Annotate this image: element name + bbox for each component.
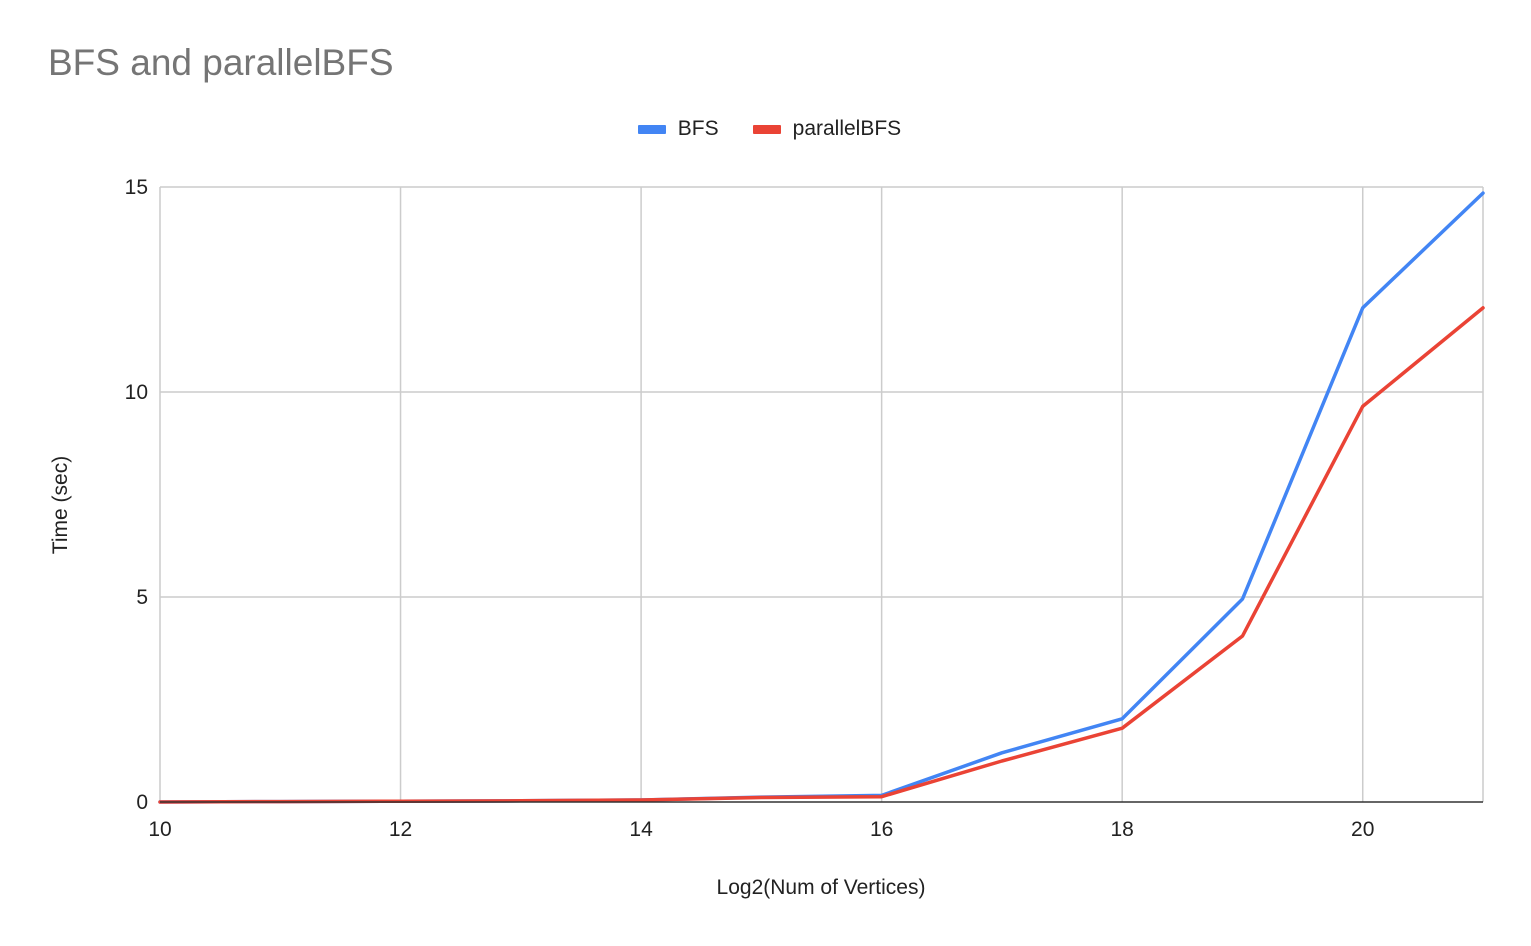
series-line-parallelbfs[interactable]: [158, 306, 1485, 804]
legend-label-parallelbfs: parallelBFS: [792, 117, 902, 140]
y-tick-label-5: 5: [136, 586, 148, 609]
legend: BFS parallelBFS: [0, 117, 1531, 141]
legend-swatch-bfs: [637, 124, 666, 134]
x-tick-label-20: 20: [1351, 818, 1374, 841]
axes: 0 5 10 15 10 12 14 16 18 20: [125, 176, 1483, 841]
chart-title: BFS and parallelBFS: [48, 42, 394, 83]
legend-item-parallelbfs[interactable]: parallelBFS: [752, 117, 902, 141]
grid: [159, 186, 1484, 802]
x-tick-label-16: 16: [870, 818, 893, 841]
series-line-bfs[interactable]: [158, 191, 1485, 804]
legend-item-bfs[interactable]: BFS: [637, 117, 719, 141]
x-tick-label-10: 10: [148, 818, 171, 841]
y-tick-label-0: 0: [136, 791, 148, 814]
y-tick-label-15: 15: [125, 176, 148, 199]
y-tick-label-10: 10: [125, 381, 148, 404]
series-layer: [158, 191, 1485, 804]
x-tick-label-12: 12: [389, 818, 412, 841]
x-tick-label-14: 14: [629, 818, 653, 841]
legend-label-bfs: BFS: [677, 117, 719, 140]
y-axis-label: Time (sec): [49, 456, 72, 554]
legend-swatch-parallelbfs: [752, 124, 781, 134]
x-tick-label-18: 18: [1111, 818, 1134, 841]
x-axis-label: Log2(Num of Vertices): [717, 876, 926, 899]
